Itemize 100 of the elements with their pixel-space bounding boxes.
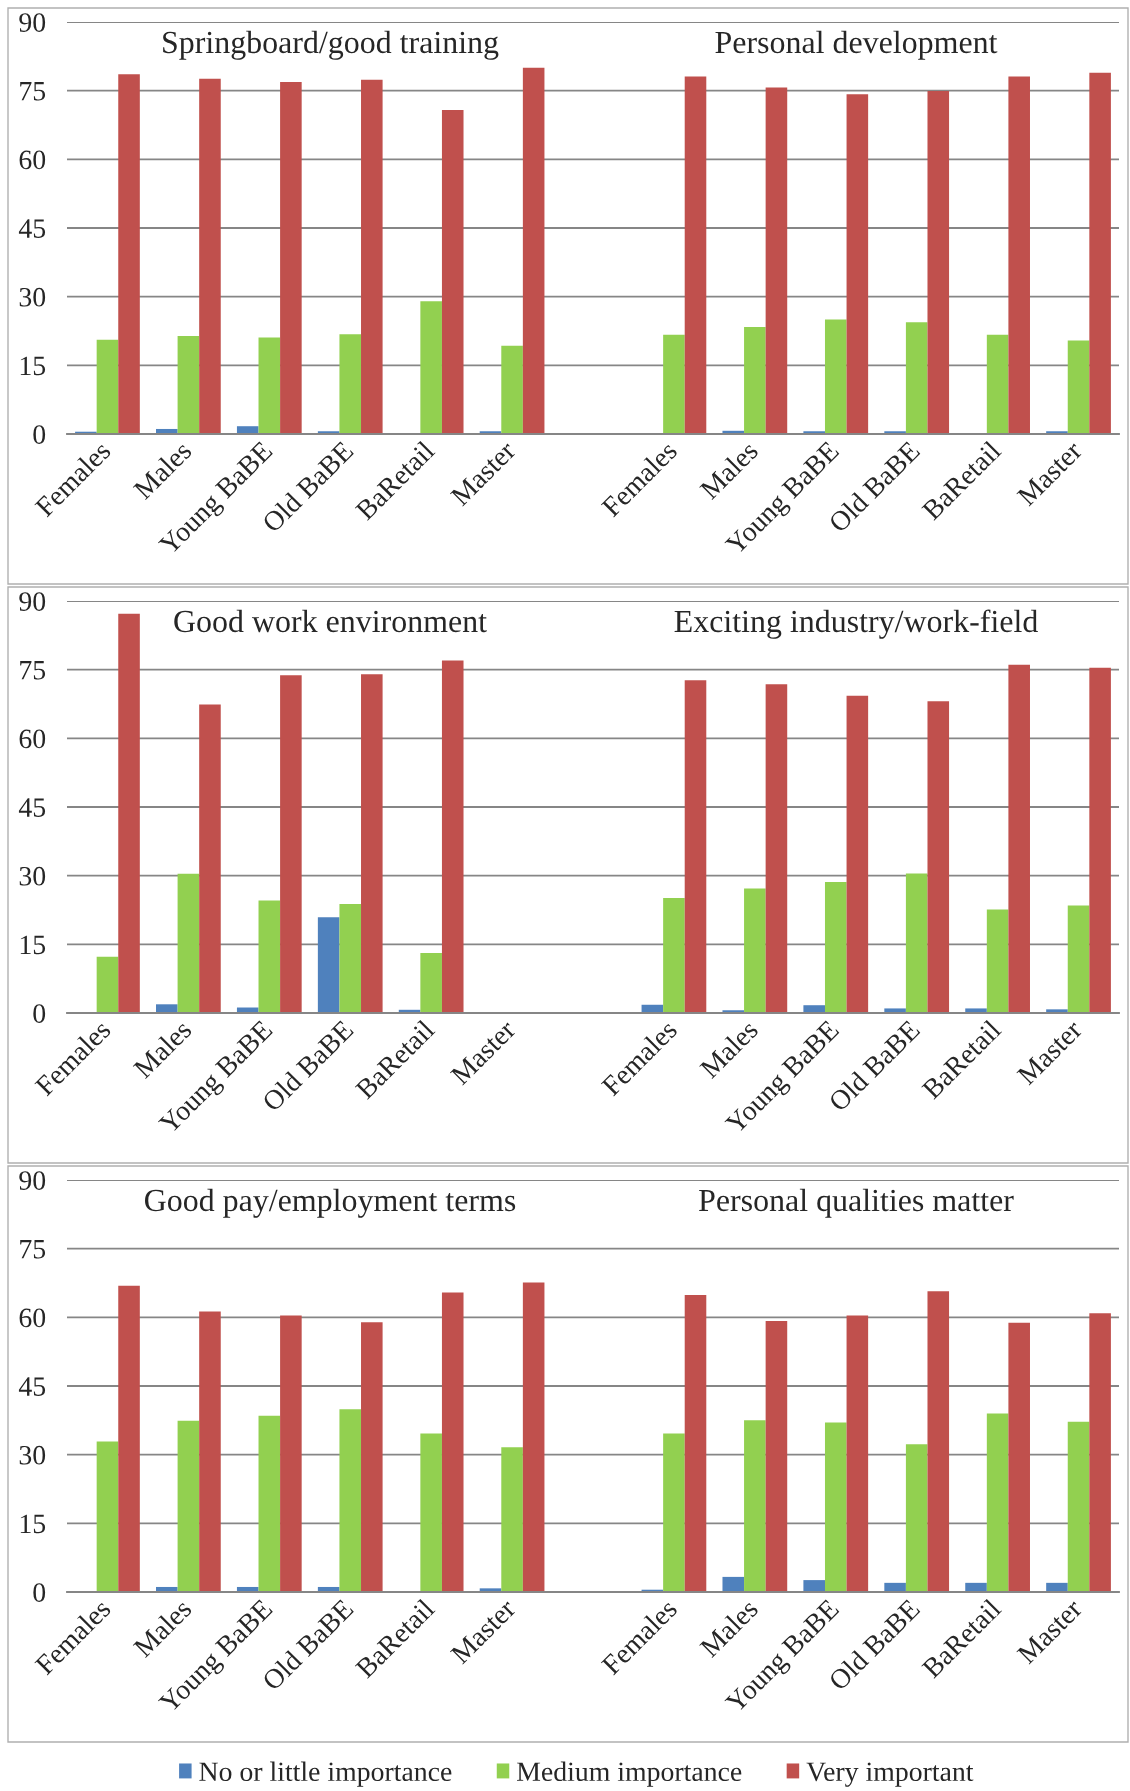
y-tick-label: 75	[20, 661, 46, 680]
bar	[986, 1413, 1009, 1592]
bar	[522, 1282, 545, 1592]
y-tick-label: 60	[19, 729, 46, 749]
bar	[663, 898, 685, 1013]
bar	[339, 1409, 362, 1592]
bar	[765, 684, 788, 1013]
y-tick-label: 0	[33, 1004, 46, 1023]
bar	[986, 334, 1009, 434]
chart-title: Exciting industry/work-field	[674, 609, 1038, 639]
legend-label: Very important	[806, 1762, 974, 1787]
y-tick-label: 0	[33, 1583, 46, 1602]
bar	[177, 873, 200, 1013]
y-tick-label: 15	[20, 935, 46, 955]
y-tick-label: 0	[33, 425, 46, 444]
bar	[522, 67, 545, 434]
bar	[501, 1447, 523, 1592]
y-tick-label: 45	[18, 798, 46, 817]
y-tick-label: 90	[19, 1171, 46, 1190]
bar	[280, 81, 302, 434]
bar	[280, 675, 302, 1013]
bar	[361, 1322, 383, 1592]
y-tick-label: 15	[20, 1514, 46, 1534]
bar	[96, 1441, 119, 1592]
bar	[441, 109, 464, 434]
bar	[501, 345, 523, 434]
bar	[905, 322, 928, 434]
bar	[118, 1285, 140, 1592]
bar	[199, 1311, 221, 1592]
bar	[96, 956, 119, 1013]
bar	[927, 701, 950, 1013]
y-tick-label: 30	[19, 287, 46, 307]
y-tick-label: 45	[18, 219, 46, 238]
bar	[1089, 72, 1111, 434]
bar	[684, 76, 707, 434]
bar	[339, 904, 362, 1013]
legend-label: Medium importance	[517, 1761, 742, 1787]
bar	[803, 1005, 825, 1013]
bar	[1067, 905, 1090, 1013]
chart-title: Good work environment	[174, 609, 487, 633]
bar	[96, 339, 119, 434]
bar	[199, 704, 221, 1013]
bar	[765, 1321, 788, 1592]
bar	[441, 1292, 464, 1592]
bar	[317, 917, 340, 1013]
bar	[258, 337, 281, 434]
bar	[744, 888, 766, 1013]
bar	[722, 1576, 745, 1592]
bar	[663, 1433, 685, 1592]
bar	[905, 1444, 928, 1592]
bar	[280, 1315, 302, 1592]
bar	[824, 319, 847, 434]
bar	[684, 1294, 707, 1592]
bar	[1067, 1421, 1090, 1592]
bar	[441, 660, 464, 1013]
legend-label: No or little importance	[199, 1761, 452, 1787]
bar	[339, 334, 362, 434]
bar	[1067, 340, 1090, 434]
bar	[199, 78, 221, 434]
bar	[927, 91, 950, 434]
chart-title: Springboard/good training	[163, 30, 499, 60]
bar	[986, 909, 1009, 1013]
y-tick-label: 15	[20, 356, 46, 376]
bar	[1008, 664, 1030, 1013]
bar	[156, 1004, 178, 1013]
bar	[846, 94, 869, 434]
y-tick-label: 45	[18, 1377, 46, 1396]
bar	[744, 1420, 766, 1592]
bar	[236, 426, 259, 434]
bar	[420, 301, 442, 434]
chart-title: Personal development	[715, 30, 998, 60]
bar	[846, 695, 869, 1013]
bar	[905, 873, 928, 1013]
bar	[177, 336, 200, 434]
bar	[684, 680, 707, 1013]
bar	[361, 79, 383, 434]
bar	[118, 613, 140, 1013]
bar	[258, 900, 281, 1013]
chart-title: Personal qualities matter	[699, 1188, 1014, 1218]
bar	[118, 74, 140, 434]
y-tick-label: 75	[20, 1240, 46, 1259]
bar	[824, 1422, 847, 1592]
bar	[744, 326, 766, 434]
bar	[258, 1415, 281, 1592]
bar	[1008, 76, 1030, 434]
y-tick-label: 75	[20, 82, 46, 101]
bar	[1089, 1313, 1111, 1592]
bar	[177, 1420, 200, 1592]
bar	[1008, 1322, 1030, 1592]
bar	[824, 882, 847, 1013]
bar	[420, 953, 442, 1013]
bar	[846, 1315, 869, 1592]
bar	[927, 1291, 950, 1592]
bar	[1089, 667, 1111, 1013]
chart-title: Good pay/employment terms	[145, 1188, 516, 1218]
y-tick-label: 90	[19, 13, 46, 32]
y-tick-label: 60	[19, 150, 46, 170]
bar	[361, 674, 383, 1013]
bar	[803, 1580, 825, 1592]
y-tick-label: 60	[19, 1308, 46, 1328]
